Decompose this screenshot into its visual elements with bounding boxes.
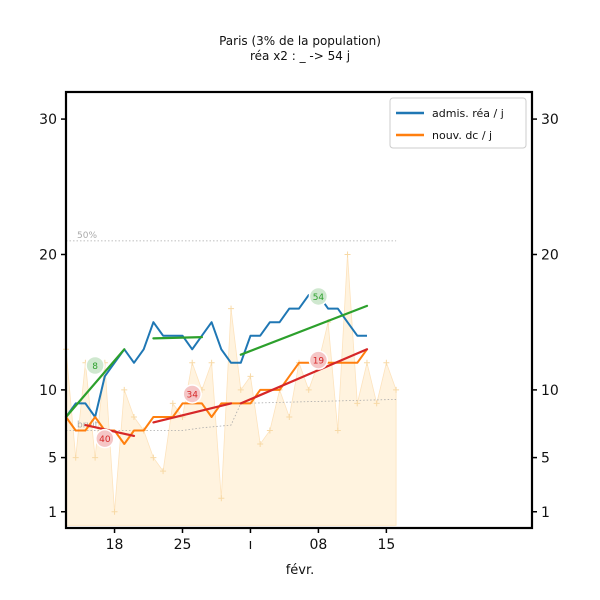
trend-segment-2-0 (64, 348, 126, 419)
annotation-label-2: 40 (99, 435, 111, 445)
trend-segment-2-1 (152, 336, 203, 340)
raw-point (150, 454, 157, 461)
y-tick-label-left: 30 (39, 112, 57, 128)
raw-point (373, 400, 380, 407)
raw-point (92, 454, 99, 461)
raw-point (383, 359, 390, 366)
y-tick-label-left: 20 (39, 247, 57, 263)
chart-title: Paris (3% de la population) (219, 34, 381, 48)
annotation-bubble-2 (95, 428, 115, 449)
raw-point (208, 359, 215, 366)
x-tick-label: 08 (310, 537, 328, 553)
raw-point (189, 359, 196, 366)
x-tick-label: ı (249, 537, 253, 553)
raw-point (160, 468, 167, 475)
annotation-bubble-3 (182, 384, 202, 404)
y-tick-label-right: 10 (541, 383, 559, 399)
y-tick-label-right: 1 (541, 505, 550, 521)
annotation-label-0: 8 (92, 362, 98, 372)
raw-point (286, 413, 293, 420)
raw-point (266, 427, 273, 434)
plot-frame (64, 90, 534, 530)
annotation-label-4: 19 (313, 357, 325, 367)
reference-line-bruit (66, 399, 397, 431)
raw-point (354, 400, 361, 407)
y-tick-label-left: 1 (48, 505, 57, 521)
raw-point (363, 359, 370, 366)
annotation-bubble-0 (85, 355, 105, 376)
reference-label-50%: 50% (77, 231, 97, 241)
x-tick-label: 18 (106, 537, 124, 553)
raw-daily-area (65, 254, 397, 526)
trend-segment-3-1 (152, 402, 233, 424)
raw-point (218, 495, 225, 502)
y-tick-label-right: 30 (541, 112, 559, 128)
y-tick-label-right: 5 (541, 451, 550, 467)
raw-point (130, 413, 137, 420)
raw-point (257, 441, 264, 448)
x-tick-label: 15 (377, 537, 395, 553)
y-tick-label-left: 10 (39, 383, 57, 399)
trend-segment-3-2 (239, 348, 369, 405)
y-tick-label-left: 5 (48, 451, 57, 467)
legend-label-1: nouv. dc / j (432, 129, 492, 142)
x-tick-label: 25 (174, 537, 192, 553)
annotation-label-3: 34 (186, 390, 198, 400)
annotation-bubble-1 (308, 286, 329, 307)
y-tick-label-right: 20 (541, 247, 559, 263)
raw-point (334, 427, 341, 434)
raw-point (247, 373, 254, 380)
raw-point (344, 251, 351, 258)
raw-point (393, 386, 400, 393)
trend-segment-2-2 (239, 304, 369, 356)
raw-point (111, 508, 118, 515)
legend-label-0: admis. réa / j (432, 107, 504, 120)
raw-point (228, 305, 235, 312)
annotation-bubble-4 (308, 350, 329, 370)
chart-subtitle: réa x2 : _ -> 54 j (249, 49, 351, 63)
annotation-label-1: 54 (313, 293, 325, 303)
raw-point (72, 454, 79, 461)
raw-point (121, 386, 128, 393)
raw-point (237, 386, 244, 393)
x-axis-label: févr. (285, 563, 315, 578)
raw-point (169, 400, 176, 407)
raw-point (305, 386, 312, 393)
